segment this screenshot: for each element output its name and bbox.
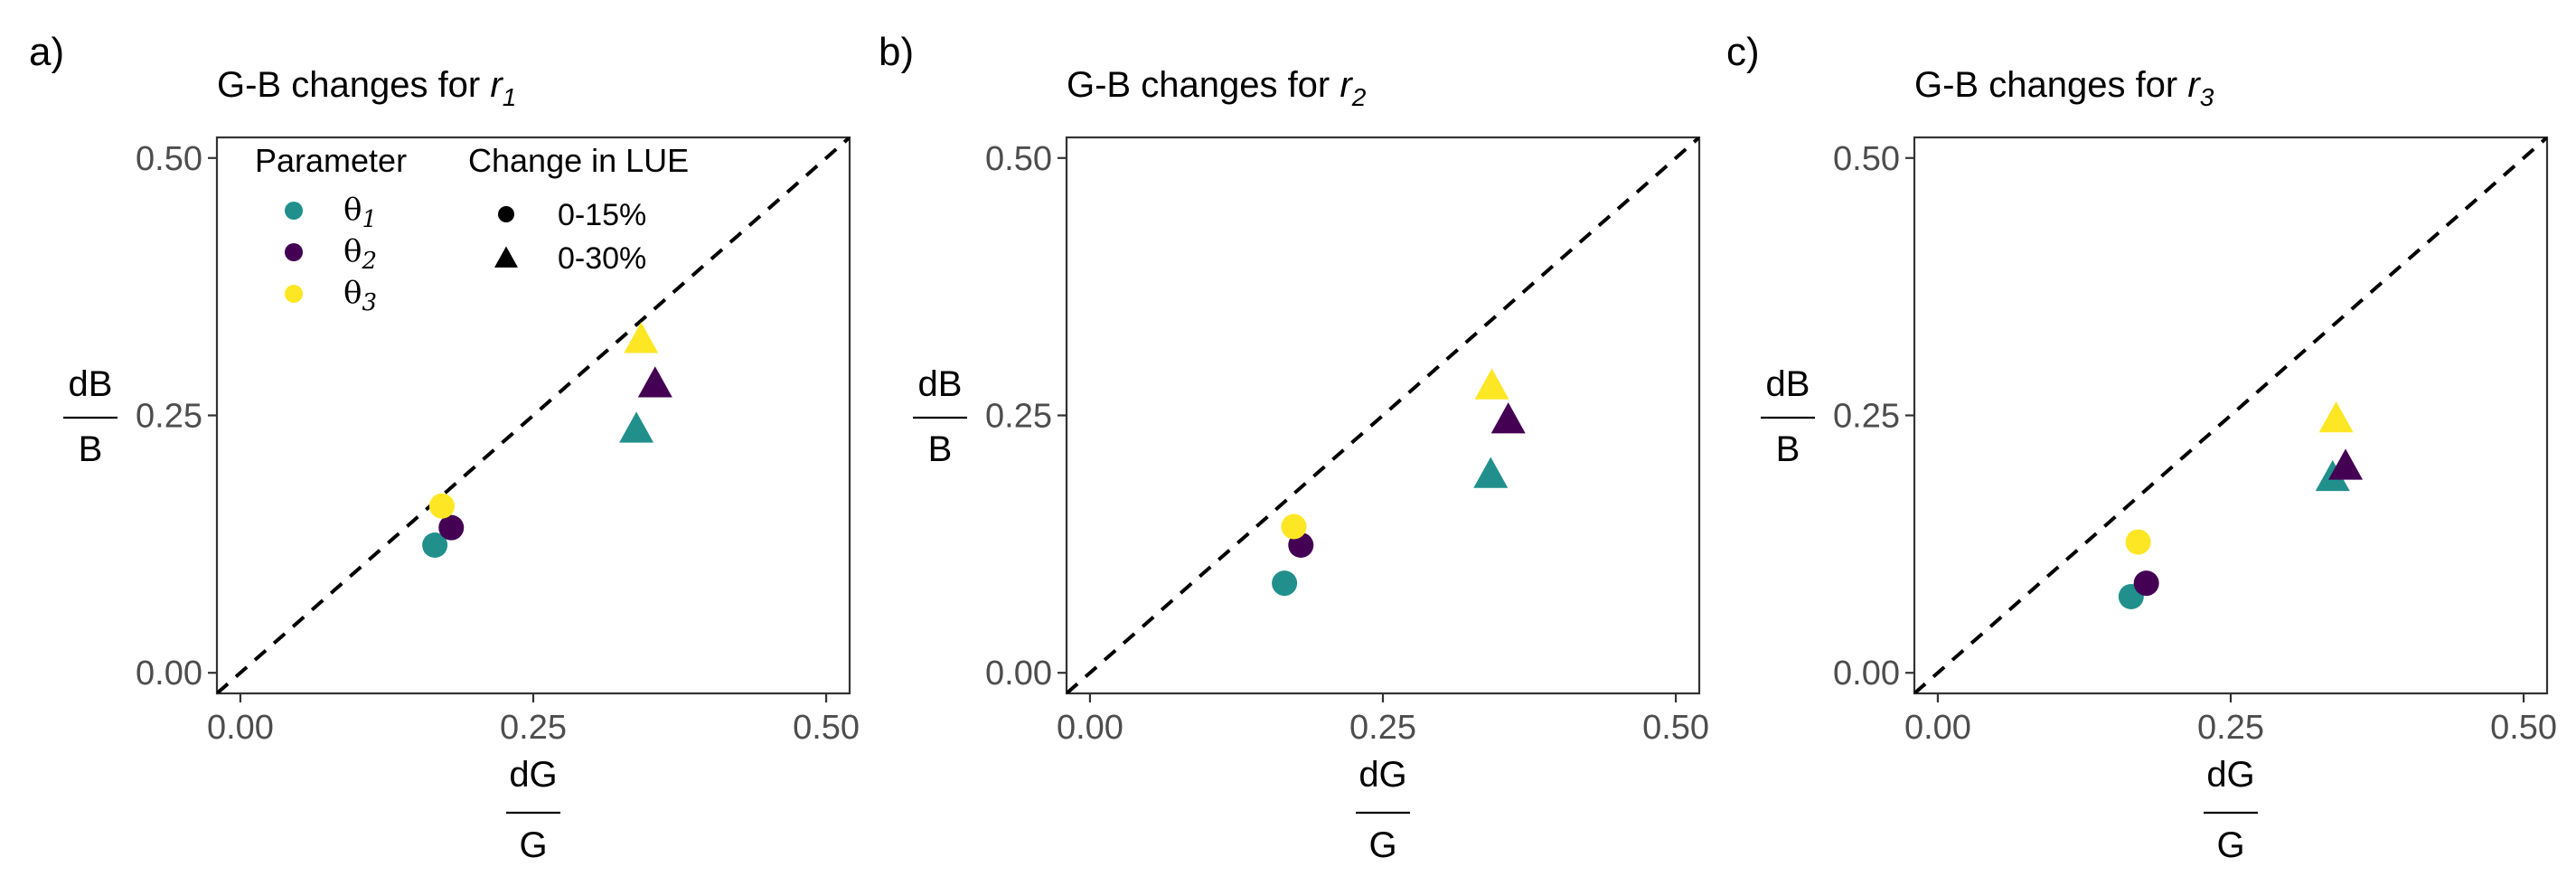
legend-key-triangle <box>494 246 518 268</box>
legend-key-theta1 <box>285 202 303 220</box>
point-theta1-circle <box>422 532 448 558</box>
x-tick-label: 0.50 <box>793 709 860 747</box>
legend-label-theta2: θ2 <box>343 233 377 275</box>
point-theta2-circle <box>2133 570 2159 597</box>
point-theta1-circle <box>1272 570 1298 597</box>
point-theta3-circle <box>2125 529 2151 555</box>
y-axis-label-denominator: B <box>1776 429 1800 469</box>
legend-shape-title: Change in LUE <box>468 142 689 179</box>
y-tick-label: 0.00 <box>1833 655 1900 692</box>
panel-title: G-B changes for r2 <box>1067 65 1367 111</box>
point-theta3-circle <box>1281 513 1307 540</box>
point-theta2-triangle <box>2328 448 2364 480</box>
y-tick-label: 0.50 <box>985 140 1052 178</box>
legend-label-circle: 0-15% <box>558 198 646 232</box>
x-axis-label-denominator: G <box>519 825 547 865</box>
panel-2: b) G-B changes for r2 0.00 0.25 0.50 0.00 0.25… <box>879 30 1709 865</box>
legend-color-title: Parameter <box>255 142 407 179</box>
panel-title: G-B changes for r3 <box>1914 65 2214 111</box>
point-theta1-triangle <box>619 411 654 443</box>
point-theta3-triangle <box>624 322 659 353</box>
x-axis-label-numerator: dG <box>2206 755 2254 795</box>
y-axis-label-denominator: B <box>928 429 953 469</box>
y-tick-label: 0.25 <box>985 398 1052 436</box>
panel-3: c) G-B changes for r3 0.00 0.25 0.50 0.00 0.25… <box>1726 30 2557 865</box>
legend-label-theta3: θ3 <box>343 275 377 316</box>
legend-key-theta3 <box>285 285 303 303</box>
x-tick-label: 0.50 <box>2490 709 2557 747</box>
x-tick-label: 0.25 <box>2197 709 2264 747</box>
x-tick-label: 0.00 <box>1904 709 1971 747</box>
y-tick-label: 0.50 <box>1833 140 1900 178</box>
reference-line <box>1914 137 2547 693</box>
point-theta1-triangle <box>1473 457 1509 488</box>
legend-key-circle <box>498 206 514 222</box>
legend-label-triangle: 0-30% <box>558 241 646 276</box>
panel-letter: b) <box>879 30 914 74</box>
legend-key-theta2 <box>285 243 303 261</box>
reference-line <box>1067 137 1699 693</box>
panel-letter: a) <box>29 30 64 74</box>
x-axis-label-numerator: dG <box>1359 755 1406 795</box>
legend-label-theta1: θ1 <box>343 192 377 233</box>
x-axis-label-denominator: G <box>1368 825 1396 865</box>
panel-1: a) G-B changes for r1 0.00 0.25 0.50 0.00 0.25… <box>29 30 860 865</box>
y-tick-label: 0.25 <box>1833 398 1900 436</box>
point-theta2-triangle <box>637 366 672 398</box>
point-theta3-triangle <box>1474 368 1509 400</box>
x-tick-label: 0.25 <box>500 709 567 747</box>
point-theta3-triangle <box>2318 400 2354 433</box>
panel-letter: c) <box>1726 30 1760 74</box>
y-axis-label-numerator: dB <box>918 364 963 404</box>
x-tick-label: 0.50 <box>1642 709 1709 747</box>
panel-title: G-B changes for r1 <box>217 65 516 111</box>
x-axis-label-numerator: dG <box>509 755 557 795</box>
y-axis-label-numerator: dB <box>69 364 113 404</box>
y-tick-label: 0.25 <box>136 398 202 436</box>
y-tick-label: 0.00 <box>985 655 1052 692</box>
reference-line <box>217 137 850 693</box>
x-tick-label: 0.25 <box>1349 709 1416 747</box>
y-tick-label: 0.00 <box>136 655 202 692</box>
point-theta2-circle <box>438 514 465 541</box>
x-axis-label-denominator: G <box>2216 825 2244 865</box>
y-tick-label: 0.50 <box>136 140 202 178</box>
y-axis-label-numerator: dB <box>1766 364 1810 404</box>
x-tick-label: 0.00 <box>1057 709 1123 747</box>
x-tick-label: 0.00 <box>207 709 274 747</box>
point-theta3-circle <box>428 493 455 519</box>
y-axis-label-denominator: B <box>79 429 103 469</box>
point-theta2-triangle <box>1490 402 1526 434</box>
